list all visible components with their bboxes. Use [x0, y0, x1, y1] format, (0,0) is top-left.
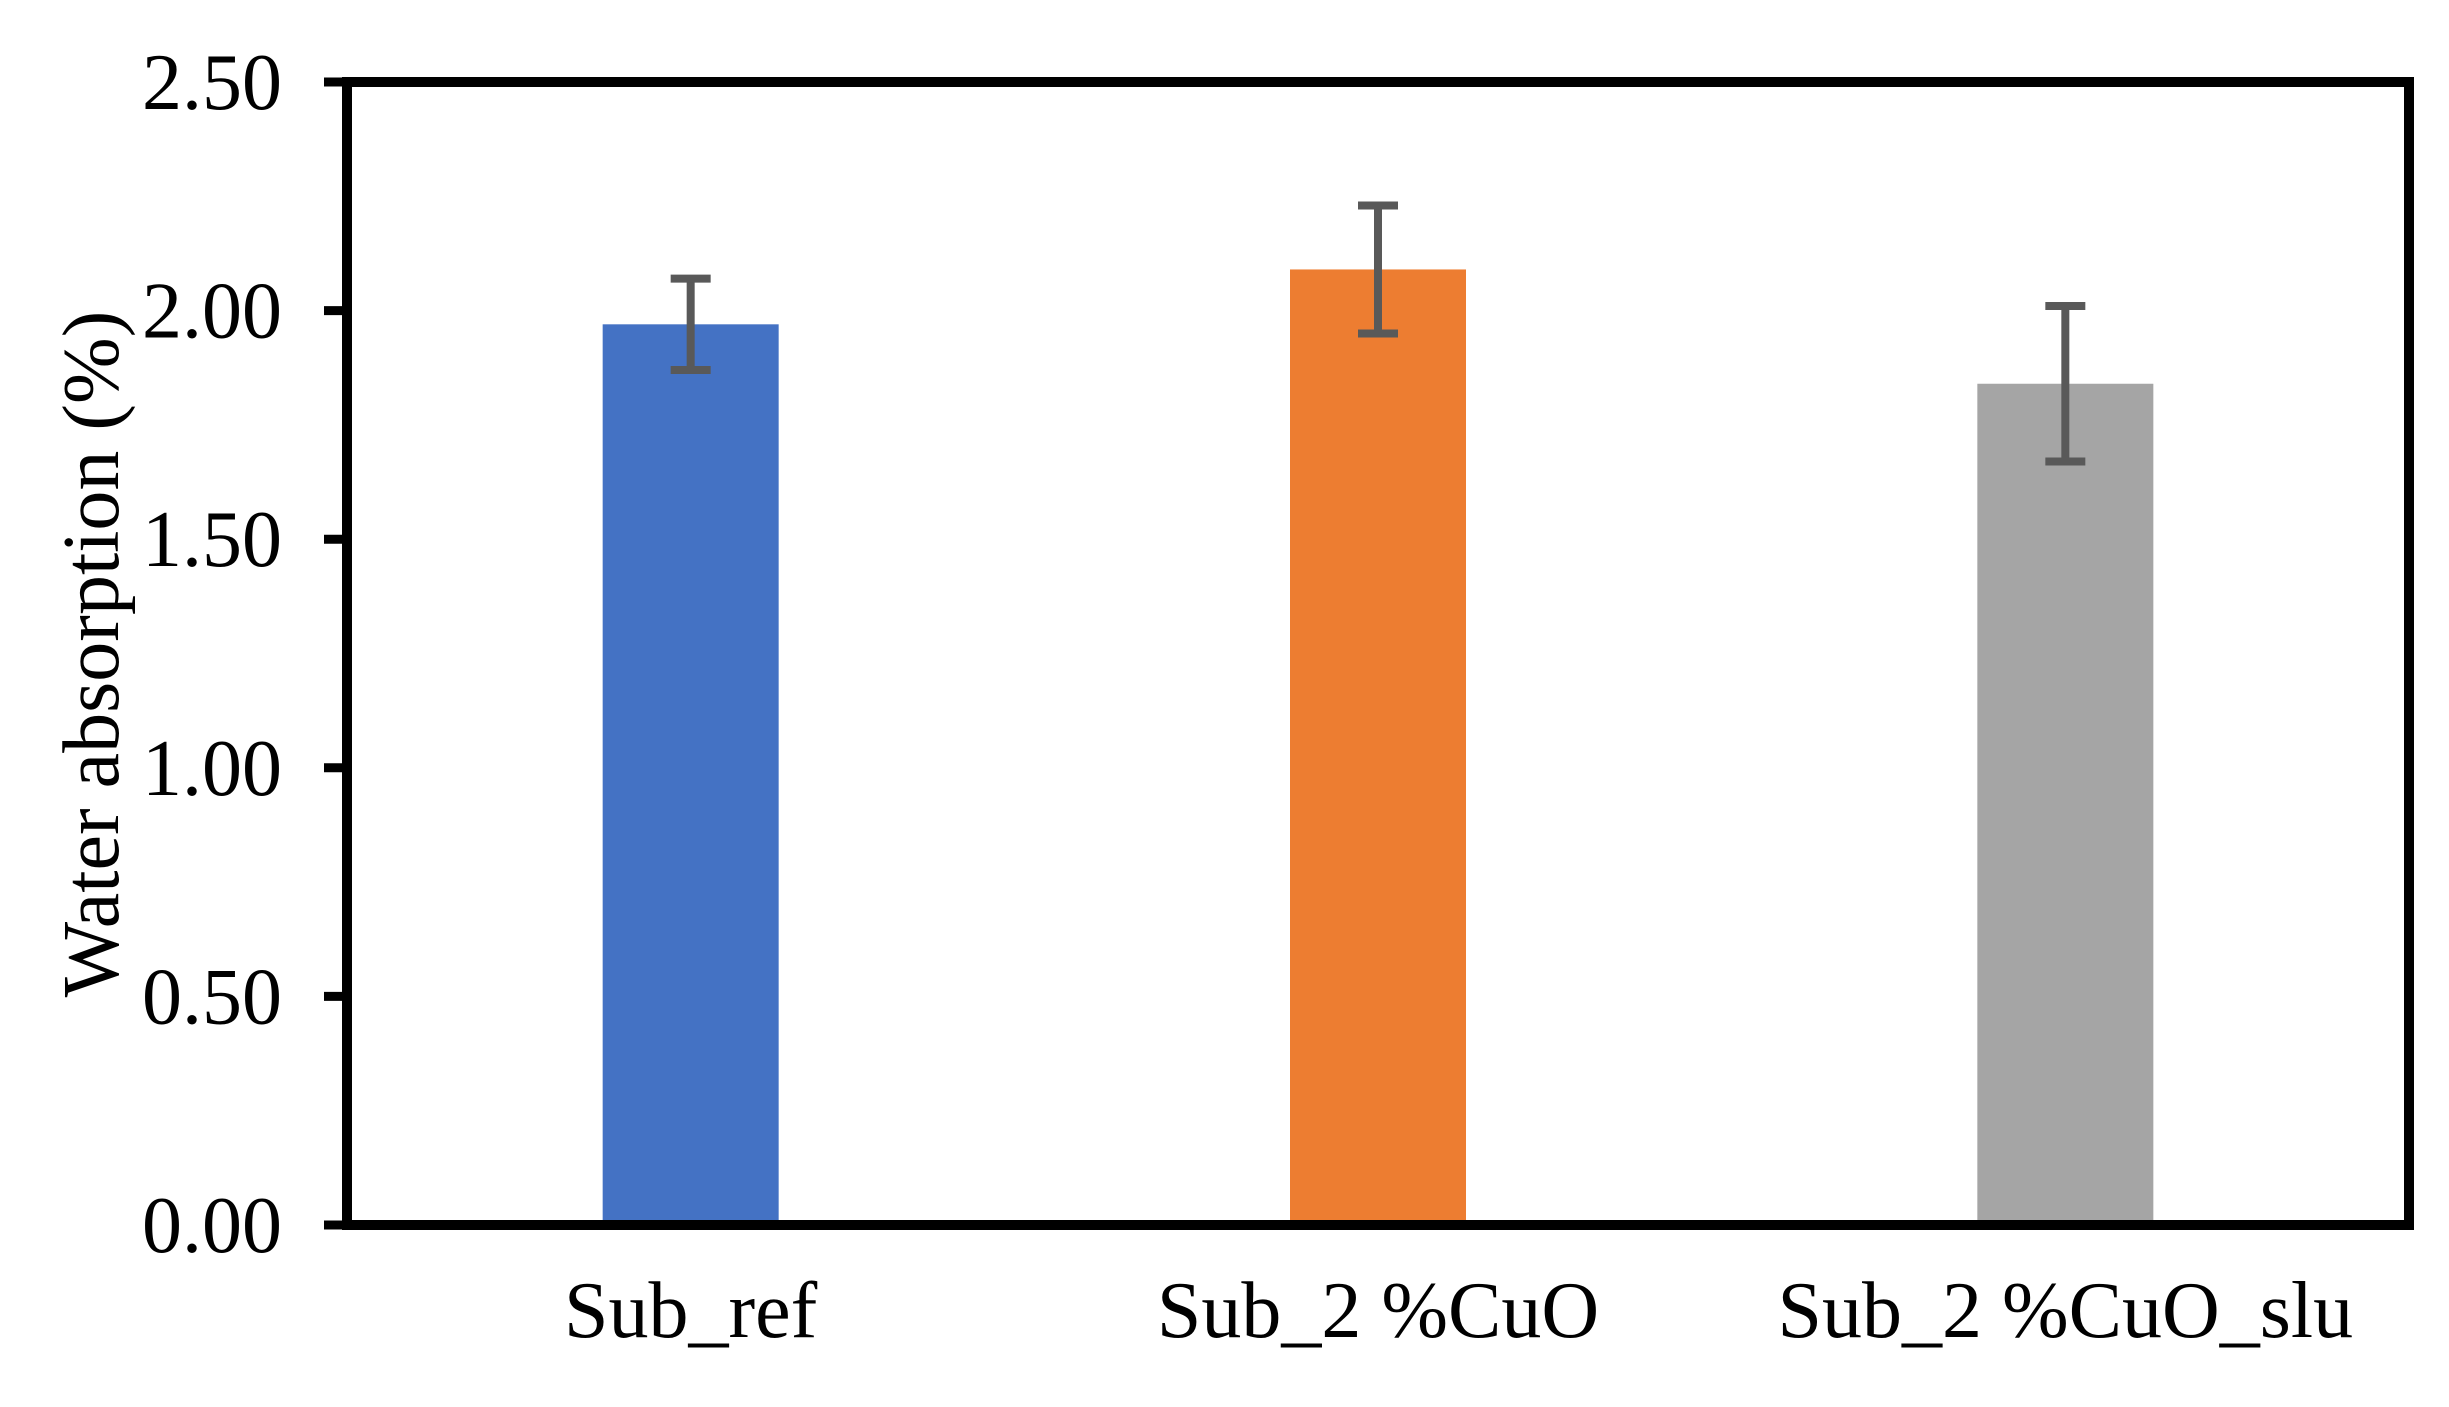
error-bars-group	[670, 201, 2086, 466]
y-tick-label: 0.50	[142, 953, 282, 1041]
y-tick-label: 2.00	[142, 268, 282, 356]
y-tick-label: 0.00	[142, 1182, 282, 1270]
y-tick-label: 1.00	[142, 725, 282, 813]
x-axis-labels-group: Sub_ref Sub_2 %CuO Sub_2 %CuO_slu	[564, 1267, 2353, 1355]
bars-group	[602, 269, 2154, 1225]
x-tick-label: Sub_2 %CuO_slu	[1778, 1267, 2354, 1355]
y-tick-label: 2.50	[142, 39, 282, 127]
x-tick-label: Sub_ref	[564, 1267, 818, 1355]
bar	[1290, 269, 1466, 1225]
x-tick-label: Sub_2 %CuO	[1157, 1267, 1599, 1355]
bar	[602, 324, 779, 1225]
y-axis-title: Water absorption (%)	[48, 311, 136, 998]
y-axis-ticks-group: 0.00 0.50 1.00 1.50 2.00 2.50	[142, 39, 347, 1270]
plot-border	[342, 77, 2414, 1230]
y-tick-label: 1.50	[142, 496, 282, 584]
bar	[1977, 383, 2154, 1225]
